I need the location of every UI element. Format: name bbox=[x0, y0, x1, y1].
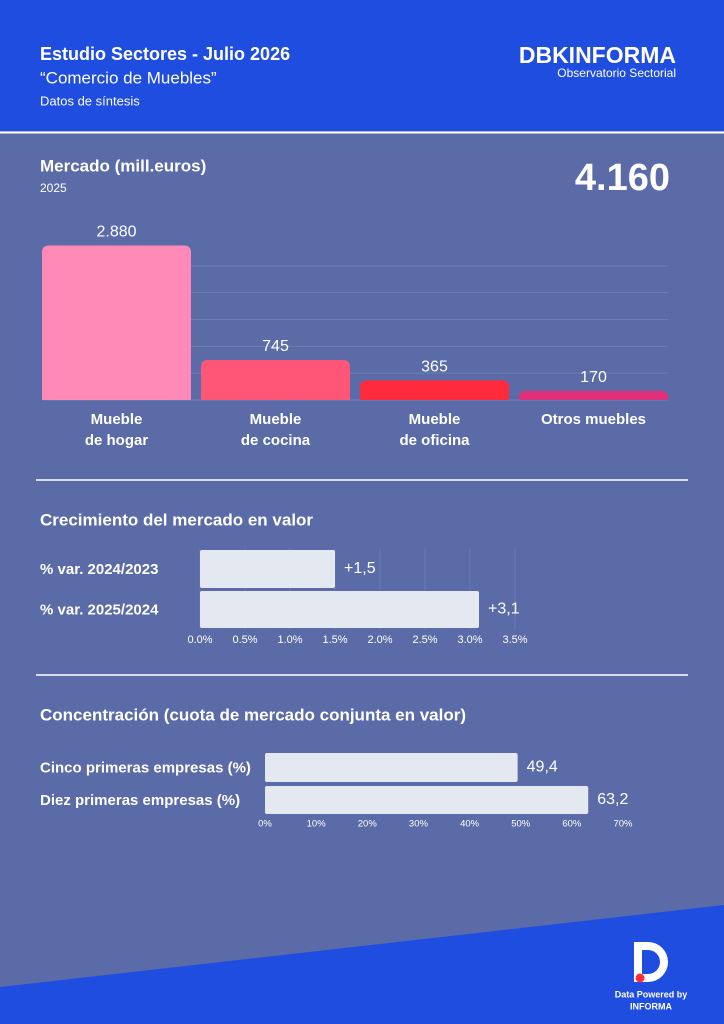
x-tick-label: 70% bbox=[613, 819, 633, 830]
value-label: 170 bbox=[580, 369, 607, 386]
brand: DBKINFORMA bbox=[519, 42, 676, 68]
x-tick-label: 3.0% bbox=[457, 634, 482, 646]
bar bbox=[265, 753, 518, 782]
footer-logo bbox=[634, 942, 668, 983]
chart-subtitle: 2025 bbox=[40, 181, 67, 195]
value-label: 49,4 bbox=[527, 759, 558, 776]
footer-band bbox=[0, 905, 724, 1024]
bar bbox=[265, 786, 589, 814]
x-tick-label: 2.5% bbox=[412, 634, 437, 646]
header-subtitle: “Comercio de Muebles” bbox=[40, 68, 217, 87]
header-title: Estudio Sectores - Julio 2026 bbox=[40, 44, 290, 64]
x-tick-label: 0.0% bbox=[187, 634, 212, 646]
value-label: +3,1 bbox=[488, 601, 520, 618]
bar bbox=[200, 591, 479, 628]
x-tick-label: Mueble de hogar bbox=[84, 411, 149, 449]
x-tick-label: Mueble de oficina bbox=[399, 411, 470, 449]
x-tick-label: 2.0% bbox=[367, 634, 392, 646]
x-tick-label: 0.5% bbox=[232, 634, 257, 646]
y-tick-label: Diez primeras empresas (%) bbox=[40, 792, 240, 809]
footer-powered: Data Powered by bbox=[615, 989, 688, 999]
y-tick-label: % var. 2024/2023 bbox=[40, 561, 158, 578]
bar bbox=[200, 550, 335, 588]
x-tick-label: 10% bbox=[307, 819, 327, 830]
value-label: 63,2 bbox=[597, 791, 628, 808]
y-tick-label: % var. 2025/2024 bbox=[40, 601, 159, 618]
x-tick-label: 1.5% bbox=[322, 634, 347, 646]
bar bbox=[42, 245, 191, 400]
x-tick-label: 40% bbox=[460, 819, 480, 830]
x-tick-label: 30% bbox=[409, 819, 429, 830]
x-tick-label: 50% bbox=[511, 819, 531, 830]
chart-title: Concentración (cuota de mercado conjunta… bbox=[40, 705, 466, 724]
value-label: 745 bbox=[262, 338, 289, 355]
footer-brand: INFORMA bbox=[630, 1001, 672, 1011]
x-tick-label: 1.0% bbox=[277, 634, 302, 646]
value-label: 365 bbox=[421, 359, 448, 376]
bar bbox=[360, 380, 509, 400]
x-tick-label: 0% bbox=[258, 819, 272, 830]
chart-title: Mercado (mill.euros) bbox=[40, 156, 206, 175]
bar bbox=[519, 390, 668, 400]
y-tick-label: Cinco primeras empresas (%) bbox=[40, 759, 251, 776]
bar bbox=[201, 360, 350, 400]
x-tick-label: Otros muebles bbox=[540, 411, 647, 428]
x-tick-label: 3.5% bbox=[502, 634, 527, 646]
x-tick-label: 60% bbox=[562, 819, 582, 830]
brand-sub: Observatorio Sectorial bbox=[557, 66, 676, 80]
header-band bbox=[0, 0, 724, 131]
x-tick-label: Mueble de cocina bbox=[240, 411, 311, 449]
value-label: +1,5 bbox=[344, 560, 376, 577]
x-tick-label: 20% bbox=[358, 819, 378, 830]
header-note: Datos de síntesis bbox=[40, 93, 140, 108]
value-label: 2.880 bbox=[96, 224, 136, 241]
total-value: 4.160 bbox=[575, 157, 670, 199]
chart-title: Crecimiento del mercado en valor bbox=[40, 510, 313, 529]
